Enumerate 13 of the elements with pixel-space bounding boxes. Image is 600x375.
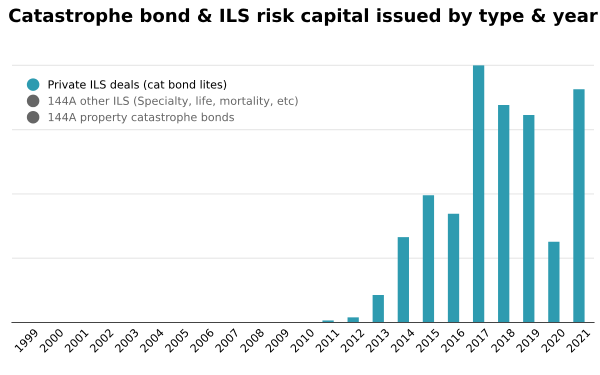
legend-label: 144A other ILS (Specialty, life, mortality, etc) bbox=[48, 96, 298, 108]
bar bbox=[498, 104, 510, 322]
legend-label: 144A property catastrophe bonds bbox=[48, 112, 234, 124]
bar bbox=[422, 195, 434, 322]
bar bbox=[398, 237, 409, 322]
bar bbox=[523, 114, 534, 322]
bar bbox=[372, 294, 384, 322]
bar bbox=[573, 89, 585, 322]
legend-label: Private ILS deals (cat bond lites) bbox=[48, 80, 226, 90]
bar bbox=[448, 214, 460, 322]
bar bbox=[472, 65, 484, 322]
bar bbox=[548, 242, 560, 322]
chart-title: Catastrophe bond & ILS risk capital issued by type & year bbox=[9, 8, 598, 26]
